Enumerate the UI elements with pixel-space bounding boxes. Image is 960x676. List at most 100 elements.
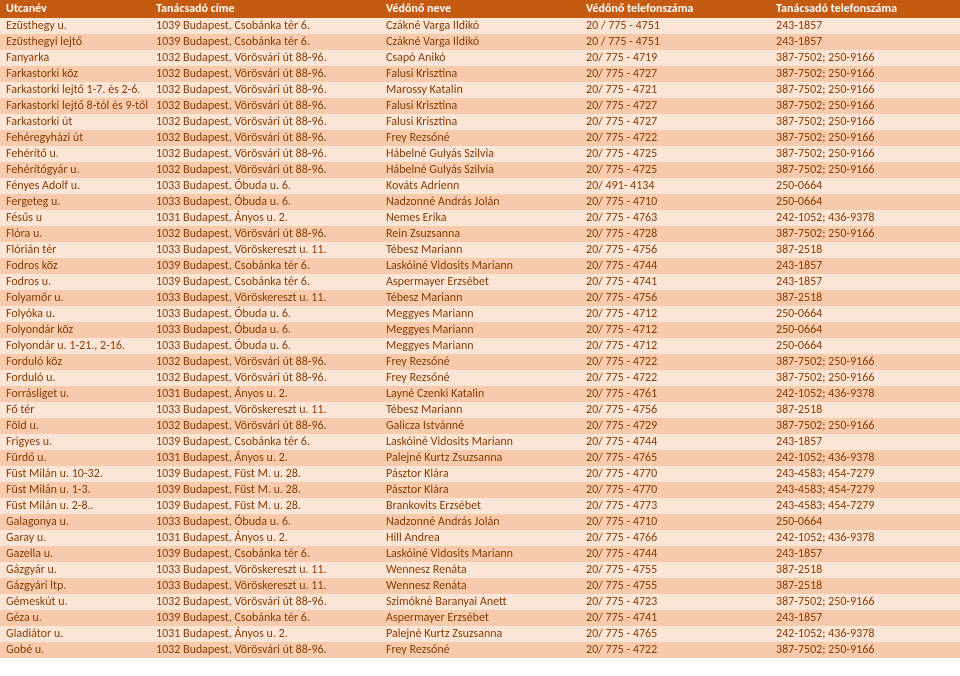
table-cell: Csapó Anikó (380, 50, 580, 66)
table-cell: 387-2518 (770, 242, 960, 258)
table-row: Flórián tér1033 Budapest, Vöröskereszt u… (0, 242, 960, 258)
table-cell: 1033 Budapest, Óbuda u. 6. (150, 338, 380, 354)
table-row: Füst Milán u. 10-32.1039 Budapest, Füst … (0, 466, 960, 482)
table-cell: Meggyes Mariann (380, 322, 580, 338)
table-cell: Füst Milán u. 2-8.. (0, 498, 150, 514)
table-cell: 1033 Budapest, Vöröskereszt u. 11. (150, 402, 380, 418)
table-cell: Layné Czenki Katalin (380, 386, 580, 402)
table-cell: Marossy Katalin (380, 82, 580, 98)
table-cell: Hill Andrea (380, 530, 580, 546)
table-row: Farkastorki út1032 Budapest, Vörösvári ú… (0, 114, 960, 130)
table-cell: 1039 Budapest, Füst M. u. 28. (150, 498, 380, 514)
table-cell: 243-1857 (770, 18, 960, 34)
table-cell: Fodros u. (0, 274, 150, 290)
table-cell: 1032 Budapest, Vörösvári út 88-96. (150, 82, 380, 98)
table-row: Fergeteg u.1033 Budapest, Óbuda u. 6.Nad… (0, 194, 960, 210)
table-cell: Fodros köz (0, 258, 150, 274)
table-cell: 387-7502; 250-9166 (770, 66, 960, 82)
table-cell: 243-4583; 454-7279 (770, 482, 960, 498)
table-cell: 242-1052; 436-9378 (770, 626, 960, 642)
table-cell: 1033 Budapest, Óbuda u. 6. (150, 322, 380, 338)
table-cell: 20/ 775 - 4770 (580, 466, 770, 482)
table-cell: Ezüsthegy u. (0, 18, 150, 34)
table-cell: Föld u. (0, 418, 150, 434)
table-cell: Nemes Erika (380, 210, 580, 226)
table-cell: Laskóiné Vidosits Mariann (380, 546, 580, 562)
table-row: Ezüsthegyi lejtő1039 Budapest, Csobánka … (0, 34, 960, 50)
table-cell: 20/ 491- 4134 (580, 178, 770, 194)
table-cell: 20/ 775 - 4725 (580, 146, 770, 162)
table-row: Füst Milán u. 1-3.1039 Budapest, Füst M.… (0, 482, 960, 498)
table-cell: 1032 Budapest, Vörösvári út 88-96. (150, 642, 380, 658)
table-cell: Szimókné Baranyai Anett (380, 594, 580, 610)
table-row: Fésűs u1031 Budapest, Ányos u. 2.Nemes E… (0, 210, 960, 226)
table-cell: 387-7502; 250-9166 (770, 130, 960, 146)
table-cell: 20/ 775 - 4728 (580, 226, 770, 242)
table-cell: Gázgyár u. (0, 562, 150, 578)
table-cell: 1032 Budapest, Vörösvári út 88-96. (150, 162, 380, 178)
table-row: Gázgyári ltp.1033 Budapest, Vöröskereszt… (0, 578, 960, 594)
table-row: Flóra u.1032 Budapest, Vörösvári út 88-9… (0, 226, 960, 242)
table-cell: 20/ 775 - 4725 (580, 162, 770, 178)
table-cell: 20 / 775 - 4751 (580, 18, 770, 34)
table-row: Fehérítő u.1032 Budapest, Vörösvári út 8… (0, 146, 960, 162)
table-cell: Kováts Adrienn (380, 178, 580, 194)
table-cell: 242-1052; 436-9378 (770, 530, 960, 546)
table-row: Farkastorki lejtő 1-7. és 2-6.1032 Budap… (0, 82, 960, 98)
table-cell: Nadzonné András Jolán (380, 514, 580, 530)
table-cell: Garay u. (0, 530, 150, 546)
table-cell: Forrásliget u. (0, 386, 150, 402)
table-cell: 387-7502; 250-9166 (770, 146, 960, 162)
table-row: Gémeskút u.1032 Budapest, Vörösvári út 8… (0, 594, 960, 610)
table-cell: Géza u. (0, 610, 150, 626)
table-cell: 1032 Budapest, Vörösvári út 88-96. (150, 370, 380, 386)
table-cell: 1039 Budapest, Csobánka tér 6. (150, 610, 380, 626)
table-cell: 387-7502; 250-9166 (770, 226, 960, 242)
table-cell: 250-0664 (770, 306, 960, 322)
table-cell: 1032 Budapest, Vörösvári út 88-96. (150, 66, 380, 82)
table-cell: 242-1052; 436-9378 (770, 210, 960, 226)
table-cell: Meggyes Mariann (380, 306, 580, 322)
table-cell: Laskóiné Vidosits Mariann (380, 258, 580, 274)
table-cell: 1033 Budapest, Vöröskereszt u. 11. (150, 290, 380, 306)
table-cell: Aspermayer Erzsébet (380, 610, 580, 626)
table-cell: 250-0664 (770, 338, 960, 354)
table-cell: 387-7502; 250-9166 (770, 418, 960, 434)
table-cell: Falusi Krisztina (380, 114, 580, 130)
table-cell: 20/ 775 - 4727 (580, 114, 770, 130)
table-cell: 243-1857 (770, 546, 960, 562)
table-row: Frigyes u.1039 Budapest, Csobánka tér 6.… (0, 434, 960, 450)
table-row: Galagonya u.1033 Budapest, Óbuda u. 6.Na… (0, 514, 960, 530)
table-cell: 20/ 775 - 4722 (580, 370, 770, 386)
table-cell: 387-7502; 250-9166 (770, 594, 960, 610)
table-cell: 20/ 775 - 4765 (580, 626, 770, 642)
table-cell: Flóra u. (0, 226, 150, 242)
table-cell: 20/ 775 - 4710 (580, 194, 770, 210)
table-cell: 20/ 775 - 4755 (580, 562, 770, 578)
table-cell: 20/ 775 - 4723 (580, 594, 770, 610)
table-cell: 1031 Budapest, Ányos u. 2. (150, 530, 380, 546)
table-cell: 20/ 775 - 4727 (580, 66, 770, 82)
table-row: Folyamőr u.1033 Budapest, Vöröskereszt u… (0, 290, 960, 306)
table-cell: Farkastorki lejtő 8-tól és 9-től (0, 98, 150, 114)
table-cell: 1032 Budapest, Vörösvári út 88-96. (150, 226, 380, 242)
table-cell: 387-7502; 250-9166 (770, 642, 960, 658)
table-cell: Tébesz Mariann (380, 402, 580, 418)
table-cell: Flórián tér (0, 242, 150, 258)
table-cell: Fő tér (0, 402, 150, 418)
table-row: Fényes Adolf u.1033 Budapest, Óbuda u. 6… (0, 178, 960, 194)
table-cell: Czákné Varga Ildikó (380, 18, 580, 34)
table-cell: 20/ 775 - 4766 (580, 530, 770, 546)
table-cell: Folyondár köz (0, 322, 150, 338)
table-cell: Farkastorki lejtő 1-7. és 2-6. (0, 82, 150, 98)
address-table: Utcanév Tanácsadó címe Védőnő neve Védőn… (0, 0, 960, 658)
table-cell: Fanyarka (0, 50, 150, 66)
table-cell: 387-7502; 250-9166 (770, 354, 960, 370)
table-cell: 20/ 775 - 4756 (580, 402, 770, 418)
table-cell: Galicza Istvánné (380, 418, 580, 434)
table-cell: 1032 Budapest, Vörösvári út 88-96. (150, 130, 380, 146)
table-cell: 1033 Budapest, Óbuda u. 6. (150, 514, 380, 530)
table-cell: 1031 Budapest, Ányos u. 2. (150, 210, 380, 226)
table-cell: Forduló köz (0, 354, 150, 370)
table-body: Ezüsthegy u. 1039 Budapest, Csobánka tér … (0, 18, 960, 658)
